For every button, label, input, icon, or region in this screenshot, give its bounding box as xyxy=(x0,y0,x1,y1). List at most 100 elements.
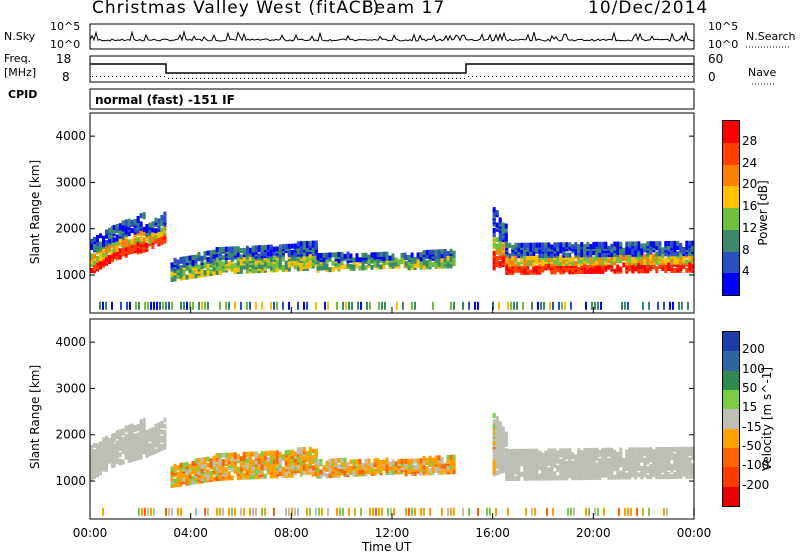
power-cell xyxy=(681,301,683,310)
velocity-cell xyxy=(643,451,647,457)
nave-point xyxy=(280,78,281,79)
power-cell xyxy=(514,265,518,271)
power-cell xyxy=(431,262,435,268)
velocity-cell xyxy=(495,459,499,465)
velocity-cell xyxy=(520,459,524,465)
power-cell xyxy=(610,243,614,249)
power-cell xyxy=(685,267,689,273)
power-cell xyxy=(99,254,102,260)
velocity-cell xyxy=(194,458,198,464)
power-cell xyxy=(278,244,282,250)
velocity-cell xyxy=(234,507,236,516)
velocity-cell xyxy=(294,507,296,516)
nave-point xyxy=(188,78,189,79)
velocity-cell xyxy=(102,454,105,460)
power-cell xyxy=(127,231,131,237)
velocity-cell xyxy=(385,468,389,473)
velocity-cell xyxy=(610,474,614,480)
power-cell xyxy=(568,256,572,262)
velocity-cell xyxy=(96,472,99,478)
power-cell xyxy=(495,222,499,228)
velocity-cell xyxy=(147,507,149,516)
power-cell xyxy=(413,262,417,268)
nave-point xyxy=(328,78,329,79)
velocity-cell xyxy=(407,469,411,475)
velocity-cell xyxy=(592,456,596,462)
velocity-cell xyxy=(492,448,496,454)
nave-point xyxy=(228,78,229,79)
velocity-cell xyxy=(511,467,515,473)
power-cell xyxy=(535,269,539,275)
velocity-cell xyxy=(311,448,315,454)
power-cell xyxy=(508,267,512,273)
power-cell xyxy=(508,253,512,259)
power-cell xyxy=(127,218,131,224)
power-cell xyxy=(331,260,335,266)
velocity-cell xyxy=(168,507,170,516)
velocity-cell xyxy=(507,507,509,516)
velocity-cell xyxy=(619,447,623,453)
power-cell xyxy=(583,262,587,268)
velocity-cell xyxy=(425,457,429,463)
nave-point xyxy=(300,78,301,79)
power-cell xyxy=(270,301,272,310)
velocity-cell xyxy=(388,461,392,467)
nave-point xyxy=(160,76,161,77)
velocity-cell xyxy=(151,441,155,447)
power-cell xyxy=(367,254,371,260)
velocity-cell xyxy=(637,447,641,453)
velocity-cell xyxy=(661,463,665,469)
power-cell xyxy=(221,267,225,273)
velocity-cell xyxy=(236,454,240,460)
velocity-cell xyxy=(682,469,686,475)
velocity-cell xyxy=(148,443,152,449)
velocity-cell xyxy=(408,507,410,516)
colorbar-segment xyxy=(723,186,739,208)
power-cell xyxy=(156,301,158,310)
y-tick-label: 3000 xyxy=(55,175,86,189)
power-cell xyxy=(529,269,533,275)
nave-point xyxy=(520,76,521,77)
velocity-cell xyxy=(437,455,441,461)
power-cell xyxy=(538,242,542,248)
velocity-cell xyxy=(361,469,365,475)
velocity-cell xyxy=(468,507,470,516)
velocity-cell xyxy=(118,452,122,458)
power-cell xyxy=(655,266,659,272)
power-cell xyxy=(601,258,605,264)
nave-point xyxy=(428,78,429,79)
power-cell xyxy=(314,240,318,246)
power-cell xyxy=(373,252,377,258)
nave-point xyxy=(544,76,545,77)
power-cell xyxy=(296,241,300,247)
power-cell xyxy=(628,241,632,247)
velocity-cell xyxy=(673,453,677,459)
velocity-cell xyxy=(108,437,111,443)
velocity-cell xyxy=(646,466,650,471)
nave-point xyxy=(244,78,245,79)
velocity-cell xyxy=(661,474,665,480)
velocity-cell xyxy=(372,507,374,516)
velocity-cell xyxy=(170,466,174,472)
velocity-cell xyxy=(592,452,596,458)
colorbar-segment xyxy=(723,448,739,468)
velocity-cell xyxy=(658,461,662,467)
nave-point xyxy=(344,78,345,79)
power-cell xyxy=(556,250,560,256)
velocity-cell xyxy=(610,468,614,474)
nave-point xyxy=(100,76,101,77)
power-cell xyxy=(261,301,263,310)
velocity-cell xyxy=(173,463,177,469)
velocity-cell xyxy=(495,470,499,476)
velocity-cell xyxy=(544,454,548,460)
velocity-cell xyxy=(257,457,261,463)
power-cell xyxy=(273,301,275,310)
velocity-cell xyxy=(343,461,347,467)
colorbar-tick-label: 8 xyxy=(742,242,750,257)
velocity-cell xyxy=(287,449,291,455)
nave-point xyxy=(216,78,217,79)
power-cell xyxy=(145,228,149,234)
velocity-cell xyxy=(209,470,213,476)
velocity-cell xyxy=(133,433,137,439)
